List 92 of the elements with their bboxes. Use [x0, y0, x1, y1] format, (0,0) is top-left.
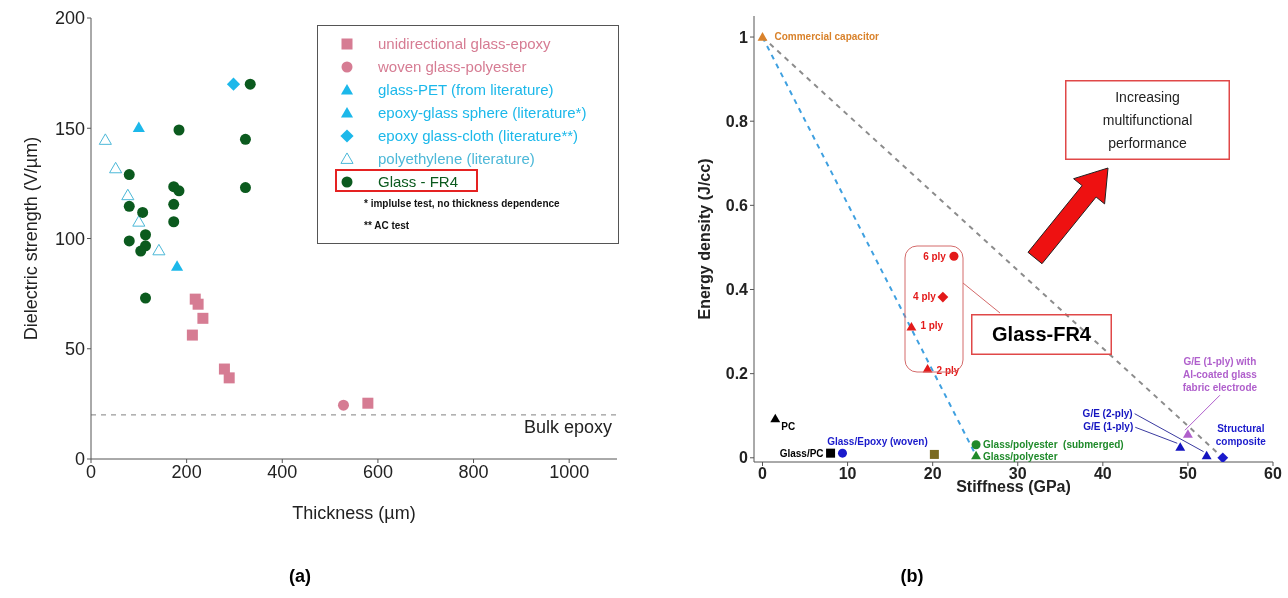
point — [123, 169, 135, 181]
y-tick-label: 150 — [54, 118, 85, 139]
point — [949, 251, 959, 261]
ref-line-label: Bulk epoxy — [523, 416, 612, 437]
y-tick-label: 0.6 — [725, 197, 749, 215]
point — [239, 182, 251, 194]
legend-label: epoxy glass-cloth (literature**) — [378, 127, 579, 144]
series-label: Glass/polyester — [983, 450, 1058, 462]
point — [186, 329, 198, 341]
text: G/E (1-ply) with Al-coated glass fabric electrode — [1182, 355, 1258, 393]
annotation: * implulse test, no thickness dependence — [363, 197, 561, 211]
point — [362, 397, 374, 409]
legend-label: woven glass-polyester — [378, 58, 527, 75]
legend-label: glass-PET (from literature) — [378, 81, 554, 98]
point — [770, 413, 781, 423]
x-tick-label: 600 — [362, 461, 393, 482]
point — [121, 188, 135, 201]
x-tick-label: 200 — [171, 461, 202, 482]
y-tick-label: 1 — [739, 28, 749, 46]
legend-label: polyethylene (literature) — [378, 150, 535, 167]
point — [197, 312, 209, 324]
point — [971, 440, 981, 450]
point — [837, 448, 847, 458]
point — [98, 133, 112, 145]
y-axis-title: Energy density (J/cc) — [695, 158, 713, 320]
y-tick-label: 0.8 — [725, 112, 749, 130]
point — [135, 245, 147, 257]
series-label: Structural composite — [1215, 422, 1267, 447]
x-tick-label: 800 — [458, 461, 489, 482]
point — [140, 292, 152, 304]
series-label: Glass/Epoxy (woven) — [827, 435, 928, 447]
legend-label: epoxy-glass sphere (literature*) — [378, 104, 587, 121]
x-tick-label: 400 — [267, 461, 298, 482]
point — [223, 372, 235, 384]
y-tick-label: 0.2 — [725, 365, 749, 383]
y-tick-label: 0.4 — [725, 281, 749, 299]
point — [171, 260, 184, 271]
point — [239, 133, 251, 145]
text: G/E (1-ply) — [1083, 420, 1134, 432]
series-label: 4 ply — [913, 290, 937, 302]
text: G/E (2-ply) — [1082, 407, 1133, 419]
point — [132, 215, 146, 227]
point — [173, 185, 185, 197]
y-tick-label: 100 — [54, 228, 85, 249]
point — [757, 32, 768, 41]
point — [337, 399, 349, 411]
point — [173, 124, 185, 136]
x-tick-label: 50 — [1179, 465, 1197, 483]
point — [1182, 429, 1193, 438]
point — [168, 216, 180, 228]
legend-label: Glass - FR4 — [378, 173, 459, 190]
point — [1175, 442, 1186, 451]
y-tick-label: 200 — [54, 8, 85, 29]
point — [123, 235, 135, 247]
point — [140, 229, 152, 241]
x-tick-label: 10 — [838, 465, 857, 483]
x-tick-label: 0 — [758, 465, 768, 483]
point — [109, 161, 123, 174]
x-tick-label: 60 — [1264, 465, 1282, 483]
point — [971, 450, 982, 460]
x-tick-label: 40 — [1093, 465, 1112, 483]
point — [192, 298, 204, 310]
series-label: PC — [781, 420, 796, 432]
point — [244, 78, 256, 90]
series-label: 6 ply — [923, 250, 947, 262]
x-axis-title: Thickness (µm) — [292, 503, 416, 523]
text: (b) — [899, 566, 925, 587]
text: (a) — [288, 566, 312, 587]
x-tick-label: 20 — [923, 465, 942, 483]
point — [937, 291, 949, 303]
y-axis-title: Dielectric strength (V/µm) — [21, 136, 42, 341]
point — [168, 198, 180, 210]
x-tick-label: 1000 — [549, 461, 590, 482]
annotation: ** AC test — [363, 219, 411, 233]
point — [826, 448, 836, 458]
series-label: Glass/polyester (submerged) — [983, 438, 1124, 450]
point — [929, 449, 939, 459]
legend-label: unidirectional glass-epoxy — [378, 35, 551, 52]
point — [137, 206, 149, 218]
y-tick-label: 0 — [739, 449, 749, 467]
point — [132, 121, 145, 132]
series-label: Commercial capacitor — [774, 30, 880, 42]
point — [226, 77, 241, 91]
y-tick-label: 50 — [64, 339, 85, 360]
series-label: 2 ply — [936, 364, 960, 376]
point — [152, 243, 166, 256]
point — [123, 200, 135, 212]
point — [906, 321, 917, 331]
series-label: Glass/PC — [779, 447, 824, 459]
series-label: 1 ply — [920, 319, 944, 331]
point — [1217, 452, 1229, 462]
point — [1201, 450, 1212, 460]
